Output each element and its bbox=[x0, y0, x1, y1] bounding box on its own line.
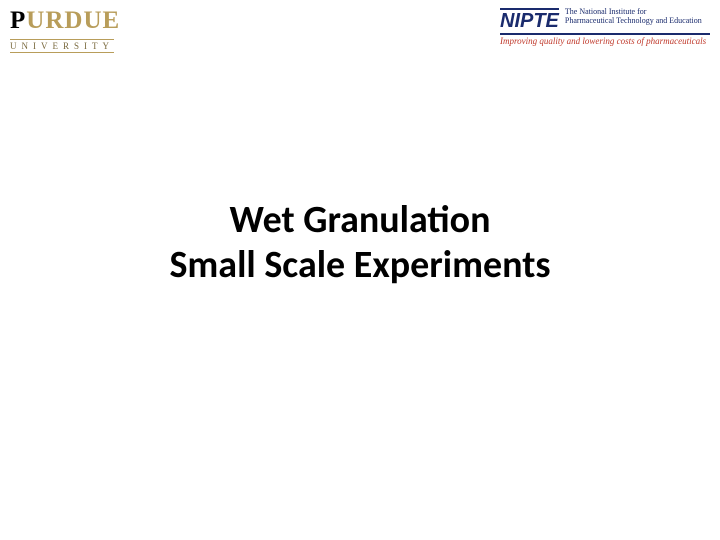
nipte-logo: NIPTE The National Institute for Pharmac… bbox=[500, 8, 710, 46]
nipte-fullname-line2: Pharmaceutical Technology and Education bbox=[565, 17, 702, 26]
header: PURDUE UNIVERSITY NIPTE The National Ins… bbox=[0, 0, 720, 54]
purdue-wordmark: PURDUE bbox=[10, 8, 120, 33]
purdue-p: P bbox=[10, 7, 26, 34]
purdue-sub-wrap: UNIVERSITY bbox=[10, 35, 114, 54]
title-line-2: Small Scale Experiments bbox=[0, 243, 720, 288]
nipte-wordmark: NIPTE bbox=[500, 8, 559, 31]
nipte-top: NIPTE The National Institute for Pharmac… bbox=[500, 8, 702, 31]
purdue-rest: URDUE bbox=[26, 7, 120, 34]
purdue-university-label: UNIVERSITY bbox=[10, 39, 114, 53]
slide-title: Wet Granulation Small Scale Experiments bbox=[0, 198, 720, 288]
purdue-logo: PURDUE UNIVERSITY bbox=[10, 8, 120, 54]
title-line-1: Wet Granulation bbox=[0, 198, 720, 243]
nipte-divider bbox=[500, 33, 710, 35]
nipte-fullname: The National Institute for Pharmaceutica… bbox=[565, 8, 702, 26]
nipte-tagline: Improving quality and lowering costs of … bbox=[500, 36, 706, 46]
